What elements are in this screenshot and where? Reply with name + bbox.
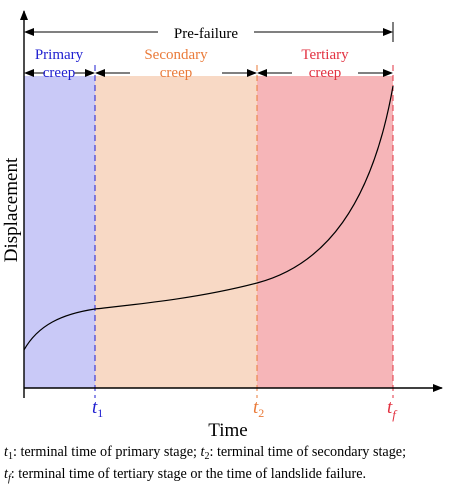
caption-tf-symbol: t [4,466,8,482]
caption-tf-subscript: f [7,473,11,484]
y-axis-label: Displacement [1,157,22,262]
caption-tf-text: : terminal time of tertiary stage or the… [10,466,367,482]
tf-tick-label: tf [387,397,398,422]
secondary-label-line1: Secondary [144,47,208,63]
tertiary-label-line2: creep [309,65,341,81]
primary-stage-region [24,76,95,388]
secondary-stage-region [95,76,257,388]
displacement-curve [23,85,394,351]
t2-tick-label: t2 [253,397,264,420]
caption-t2-subscript: 2 [204,451,210,462]
t1-tick-label: t1 [92,397,103,420]
caption-t1-subscript: 1 [7,451,13,462]
figure-caption: t1: terminal time of primary stage; t2: … [4,441,472,485]
pre-failure-label: Pre-failure [174,26,238,42]
primary-label-line1: Primary [35,47,84,63]
caption-line-1: t1: terminal time of primary stage; t2: … [4,441,472,463]
secondary-label-line2: creep [160,65,192,81]
x-axis-label: Time [208,420,247,440]
tertiary-label-line1: Tertiary [301,47,349,63]
caption-t1-symbol: t [4,444,8,460]
creep-diagram: Pre-failure Primary creep Secondary cree… [1,10,443,440]
tertiary-stage-region [257,76,393,388]
primary-label-line2: creep [43,65,75,81]
caption-t2-text: : terminal time of secondary stage; [209,444,407,460]
caption-t2-symbol: t [200,444,205,460]
caption-t1-text: : terminal time of primary stage; [12,444,201,460]
caption-line-2: tf: terminal time of tertiary stage or t… [4,463,472,485]
